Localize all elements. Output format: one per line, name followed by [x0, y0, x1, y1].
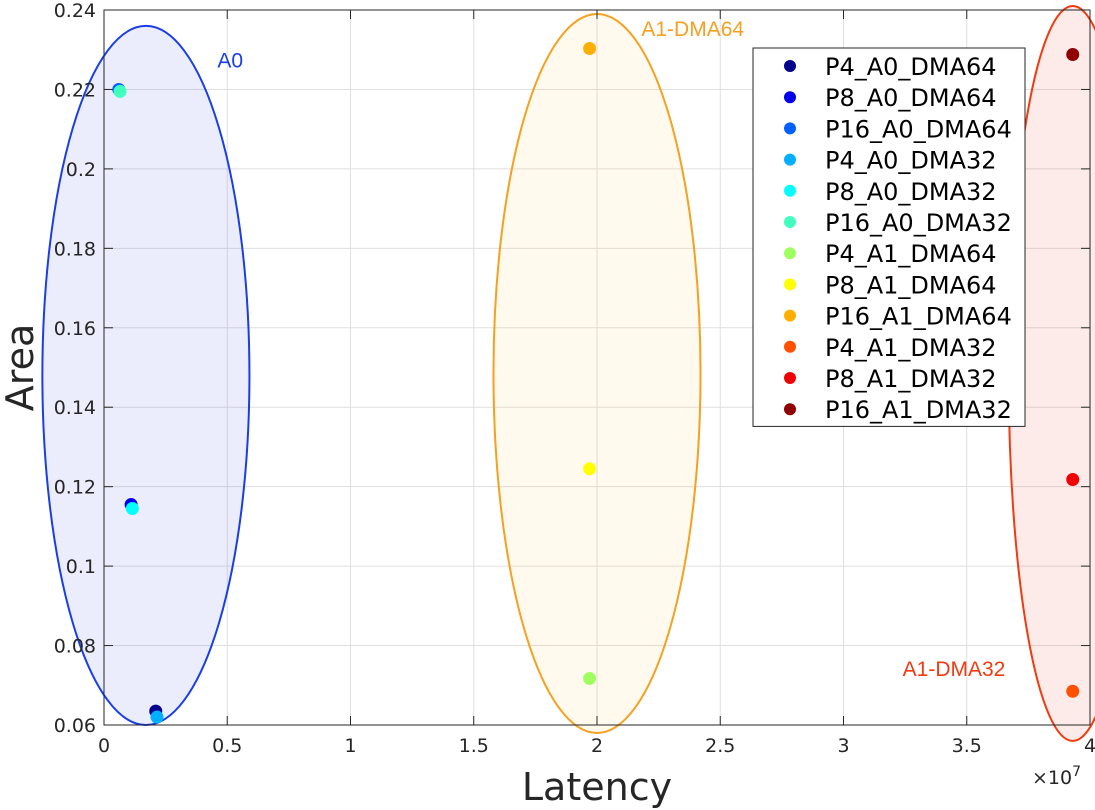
y-tick-label-7: 0.2 — [66, 159, 96, 181]
x-tick-label-7: 3.5 — [952, 735, 982, 757]
legend-marker-p8-a1-dma32 — [784, 372, 796, 384]
x-tick-label-5: 2.5 — [705, 735, 735, 757]
legend-marker-p4-a0-dma64 — [784, 60, 796, 72]
data-point-p4-a1-dma64 — [583, 672, 597, 686]
legend-label-p4-a0-dma64: P4_A0_DMA64 — [825, 53, 997, 81]
y-tick-label-9: 0.24 — [54, 0, 96, 22]
x-tick-label-4: 2 — [591, 735, 603, 757]
legend-label-p4-a0-dma32: P4_A0_DMA32 — [825, 147, 997, 175]
y-tick-label-5: 0.16 — [54, 318, 96, 340]
y-tick-label-3: 0.12 — [54, 477, 96, 499]
legend-label-p4-a1-dma64: P4_A1_DMA64 — [825, 240, 997, 268]
legend-label-p8-a1-dma64: P8_A1_DMA64 — [825, 271, 997, 299]
group-labels: A0 A1-DMA64 A1-DMA32 — [217, 18, 1005, 681]
x-tick-label-6: 3 — [837, 735, 849, 757]
y-tick-label-6: 0.18 — [54, 238, 96, 260]
x-tick-label-1: 0.5 — [212, 735, 242, 757]
legend-label-p4-a1-dma32: P4_A1_DMA32 — [825, 334, 997, 362]
group-ellipse-0 — [41, 24, 251, 726]
legend-marker-p16-a0-dma64 — [784, 122, 796, 135]
data-point-p8-a0-dma32 — [125, 502, 139, 516]
group-ellipse-1 — [492, 12, 702, 734]
data-point-p16-a1-dma64 — [583, 42, 597, 56]
y-tick-label-2: 0.1 — [66, 556, 96, 578]
data-point-p8-a1-dma32 — [1066, 473, 1080, 487]
legend-marker-p8-a0-dma32 — [784, 184, 796, 197]
x-tick-label-2: 1 — [344, 735, 356, 757]
group-label-0: A0 — [217, 50, 243, 73]
legend-label-p16-a1-dma32: P16_A1_DMA32 — [825, 396, 1012, 424]
legend-marker-p16-a1-dma64 — [784, 309, 796, 322]
x-tick-label-8: 4 — [1084, 735, 1095, 757]
data-point-p16-a0-dma32 — [113, 84, 127, 98]
legend-marker-p8-a0-dma64 — [784, 91, 796, 104]
data-point-p4-a0-dma32 — [150, 710, 164, 724]
group-label-1: A1-DMA64 — [641, 18, 744, 41]
x-tick-label-0: 0 — [98, 735, 110, 757]
y-tick-label-1: 0.08 — [54, 636, 96, 658]
legend-marker-p4-a0-dma32 — [784, 153, 796, 166]
y-ticks: 0.06 0.08 0.1 0.12 0.14 0.16 0.18 0.2 0.22 0.24 — [54, 0, 1090, 737]
legend-marker-p4-a1-dma64 — [784, 247, 796, 260]
group-label-2: A1-DMA32 — [903, 658, 1006, 681]
group-ellipses — [41, 5, 1095, 742]
y-tick-label-4: 0.14 — [54, 397, 96, 419]
legend: P4_A0_DMA64 P8_A0_DMA64 P16_A0_DMA64 P4_A0_… — [752, 47, 1026, 427]
x-axis-exponent-power: 7 — [1072, 764, 1081, 780]
data-point-p8-a1-dma64 — [583, 462, 597, 476]
legend-marker-p4-a1-dma32 — [784, 340, 796, 353]
legend-label-p8-a0-dma64: P8_A0_DMA64 — [825, 84, 997, 112]
x-ticks: 0 0.5 1 1.5 2 2.5 3 3.5 4 — [98, 10, 1095, 757]
legend-marker-p8-a1-dma64 — [784, 278, 796, 291]
data-point-p4-a1-dma32 — [1066, 684, 1080, 698]
legend-label-p16-a0-dma32: P16_A0_DMA32 — [825, 209, 1012, 237]
legend-marker-p16-a0-dma32 — [784, 216, 796, 228]
data-points — [112, 42, 1080, 724]
x-axis-exponent: ×107 — [1032, 764, 1081, 789]
legend-box — [752, 47, 1026, 427]
x-axis-exponent-base: ×10 — [1032, 767, 1072, 789]
legend-label-p16-a0-dma64: P16_A0_DMA64 — [825, 115, 1012, 143]
legend-label-p8-a1-dma32: P8_A1_DMA32 — [825, 365, 997, 393]
legend-label-p16-a1-dma64: P16_A1_DMA64 — [825, 303, 1012, 331]
y-axis-label: Area — [0, 324, 42, 411]
y-tick-label-8: 0.22 — [54, 79, 96, 101]
legend-label-p8-a0-dma32: P8_A0_DMA32 — [825, 178, 997, 206]
data-point-p16-a1-dma32 — [1066, 47, 1080, 61]
x-tick-label-3: 1.5 — [459, 735, 489, 757]
legend-marker-p16-a1-dma32 — [784, 403, 796, 416]
x-axis-label: Latency — [522, 765, 672, 809]
y-tick-label-0: 0.06 — [54, 715, 96, 737]
